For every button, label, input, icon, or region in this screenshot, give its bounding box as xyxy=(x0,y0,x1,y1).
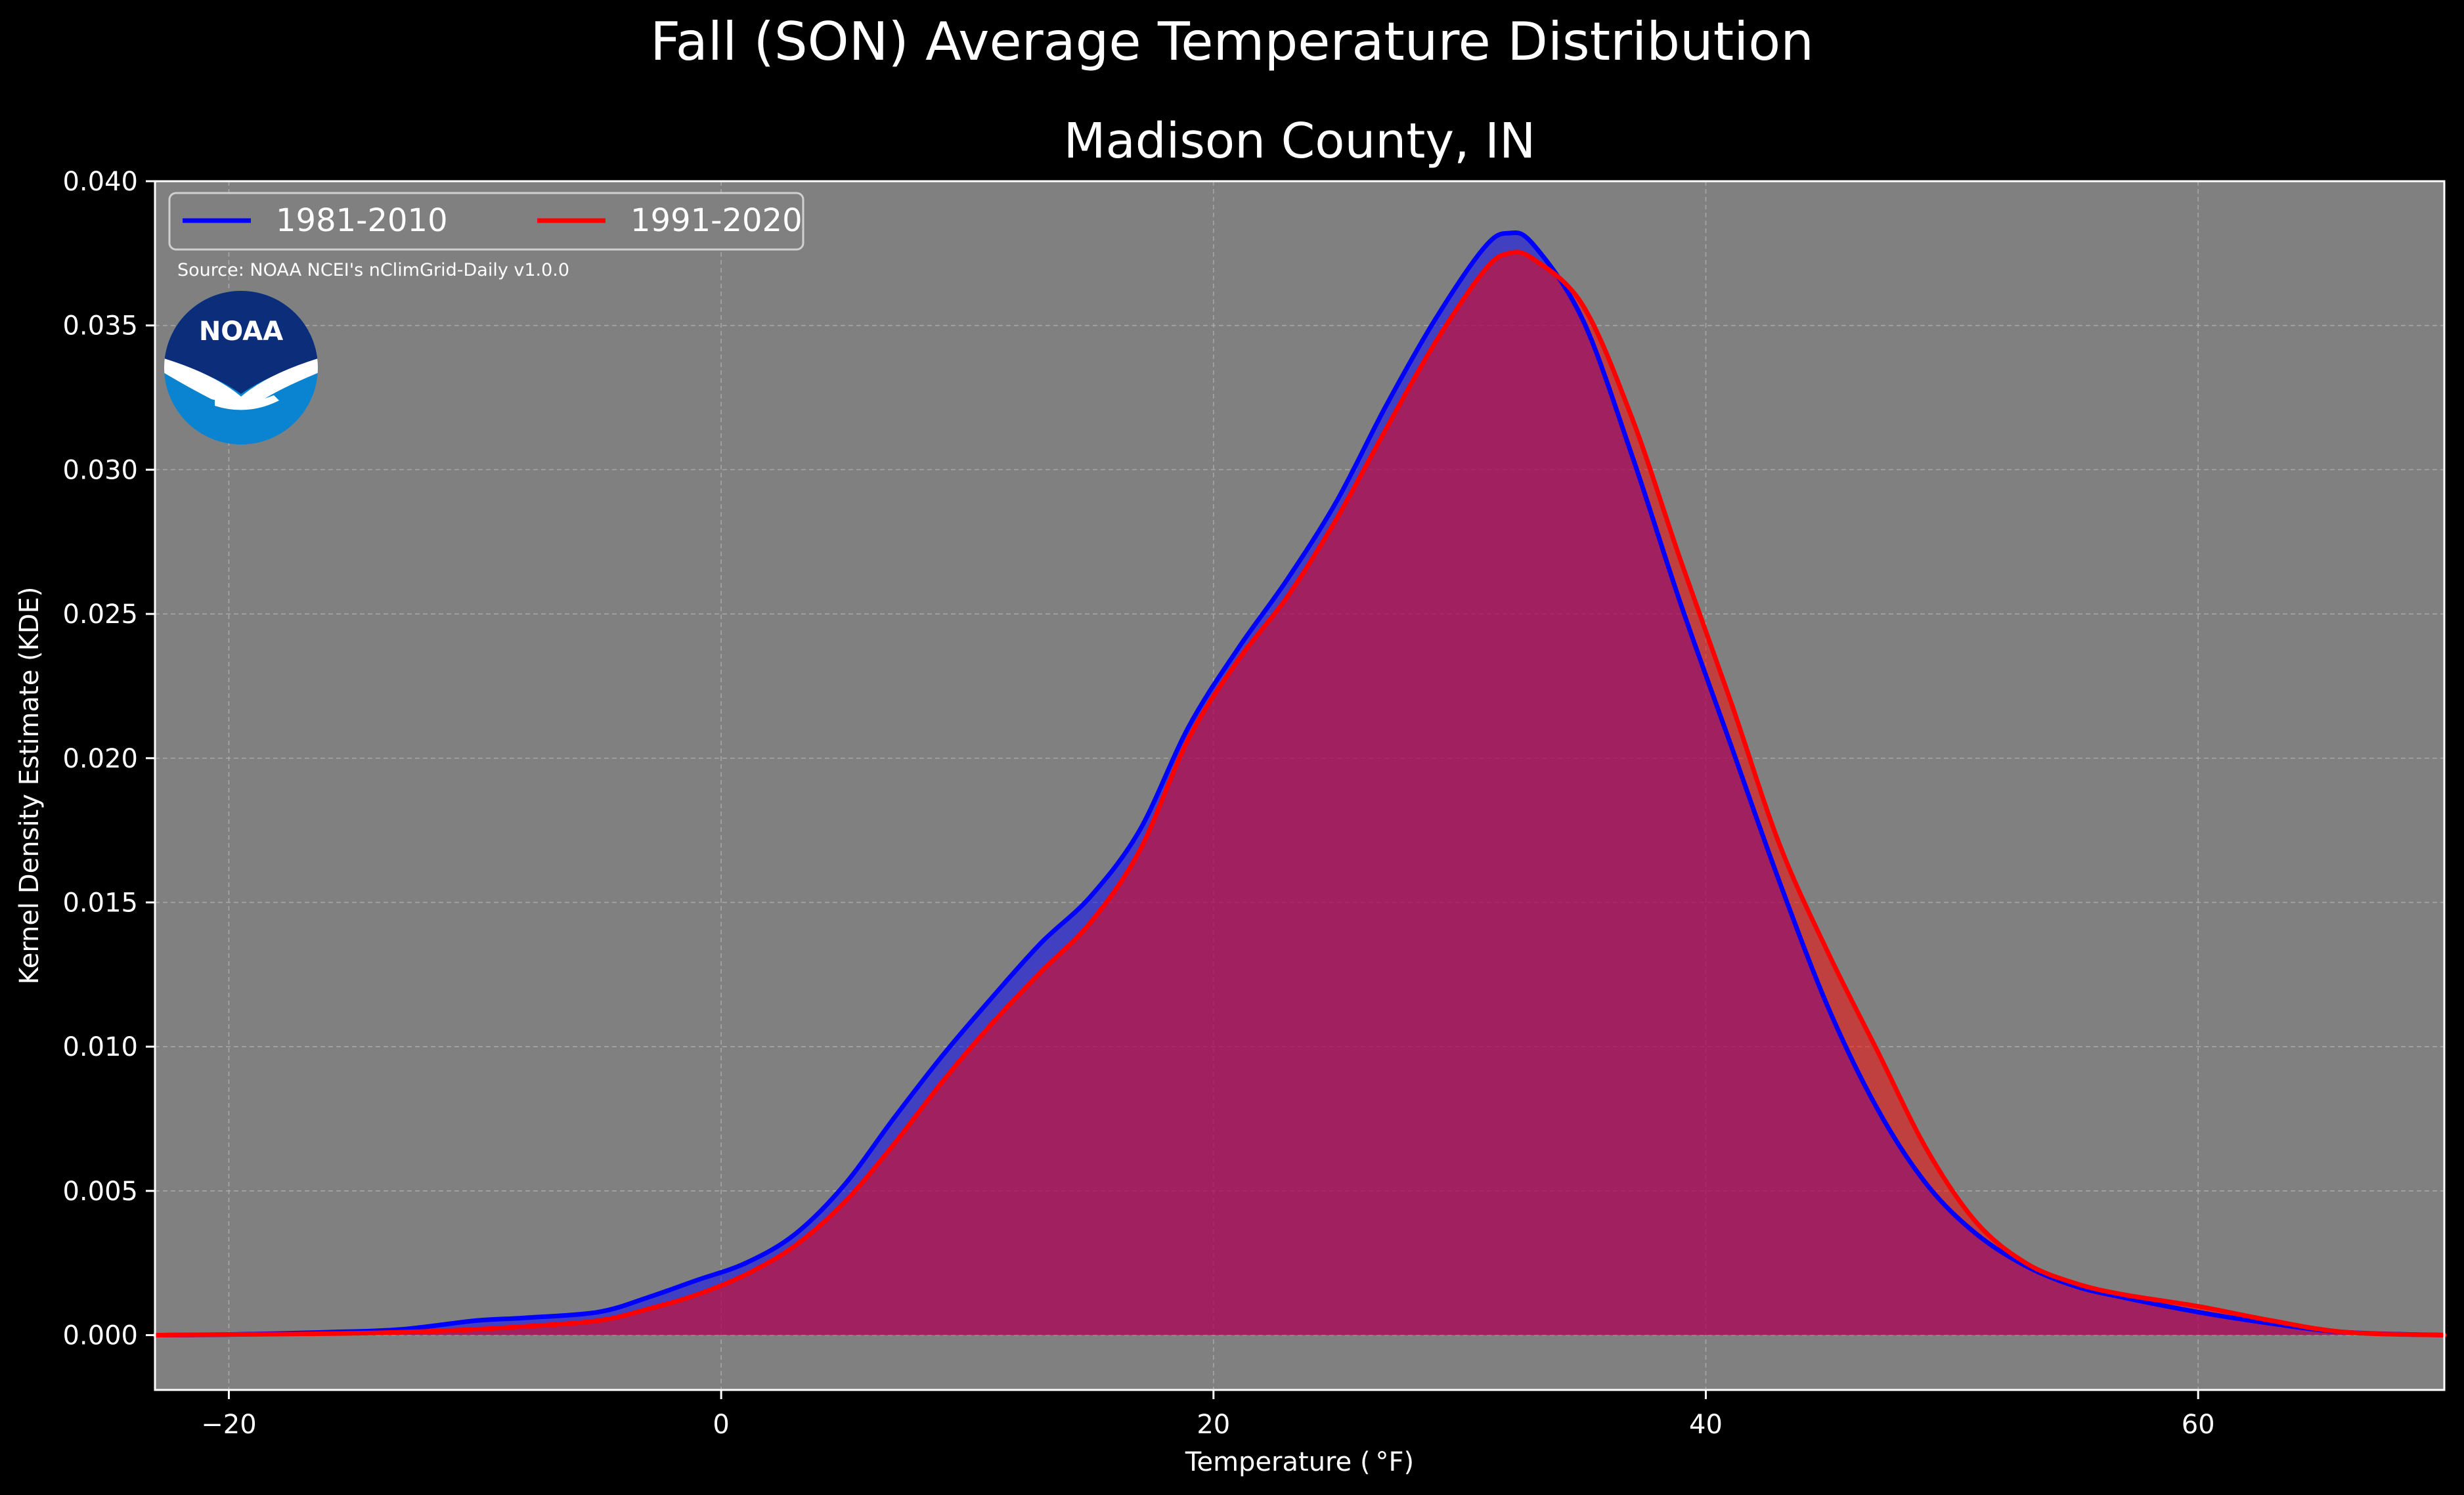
x-axis-label: Temperature ( °F) xyxy=(1185,1447,1414,1477)
logo-gull-tail xyxy=(215,395,279,410)
y-tick-label: 0.020 xyxy=(62,744,138,774)
legend-label-0: 1981-2010 xyxy=(276,202,448,239)
x-tick-label: 0 xyxy=(713,1410,729,1440)
series-line-1 xyxy=(152,249,2447,1337)
legend-label-1: 1991-2020 xyxy=(630,202,803,239)
chart-title: Madison County, IN xyxy=(1064,113,1536,169)
y-tick-label: 0.030 xyxy=(62,455,138,485)
y-tick-label: 0.025 xyxy=(62,599,138,630)
series-areas xyxy=(155,232,2444,1335)
y-tick-label: 0.005 xyxy=(62,1177,138,1207)
logo-upper xyxy=(164,291,318,394)
series-area-1 xyxy=(155,251,2444,1335)
x-tick-label: 40 xyxy=(1689,1410,1723,1440)
y-tick-label: 0.035 xyxy=(62,311,138,341)
legend-box xyxy=(168,192,804,251)
y-tick-label: 0.015 xyxy=(62,888,138,918)
legend: 1981-2010 1991-2020 xyxy=(168,192,804,251)
y-tick-label: 0.010 xyxy=(62,1032,138,1062)
logo-text: NOAA xyxy=(199,316,283,347)
y-axis-label: Kernel Density Estimate (KDE) xyxy=(14,586,45,984)
x-tick-label: 60 xyxy=(2182,1410,2215,1440)
axis-ticks: −20 0 20 40 60 0.000 0.005 0.010 0.015 0.020 0.025… xyxy=(62,167,2214,1440)
x-tick-label: −20 xyxy=(201,1410,256,1440)
logo-gull xyxy=(164,358,318,408)
noaa-logo-icon: NOAA xyxy=(164,291,318,444)
plot-frame xyxy=(154,180,2446,1391)
figure-suptitle: Fall (SON) Average Temperature Distribut… xyxy=(650,11,1814,72)
y-tick-label: 0.000 xyxy=(62,1321,138,1351)
series-line-0 xyxy=(152,230,2447,1337)
x-tick-label: 20 xyxy=(1197,1410,1230,1440)
source-annotation: Source: NOAA NCEI's nClimGrid-Daily v1.0… xyxy=(177,260,569,280)
y-tick-label: 0.040 xyxy=(62,167,138,197)
series-lines xyxy=(152,230,2447,1337)
